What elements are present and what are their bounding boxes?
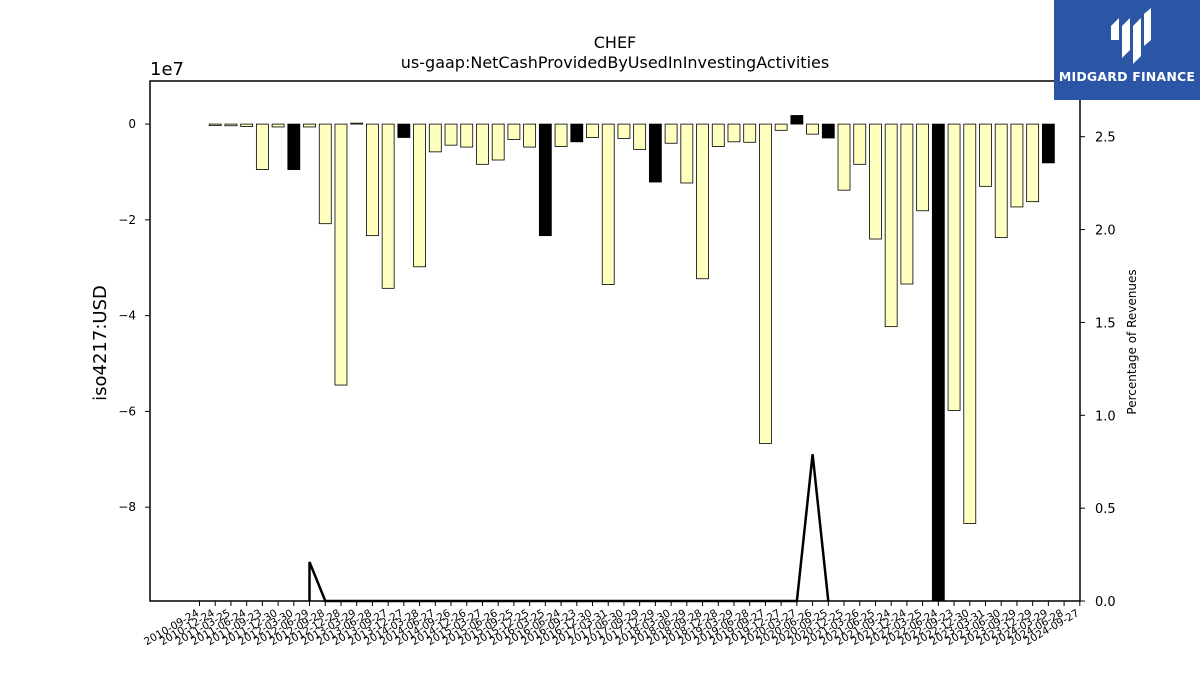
y-tick-label: −4	[118, 309, 136, 323]
bar	[617, 123, 631, 139]
bar	[303, 123, 316, 128]
chart-subtitle: us-gaap:NetCashProvidedByUsedInInvesting…	[401, 53, 829, 72]
bar	[664, 123, 678, 144]
bar	[1026, 123, 1040, 203]
bar	[413, 123, 426, 268]
bar	[208, 123, 222, 126]
bar	[727, 123, 741, 143]
bar	[711, 123, 725, 147]
bar	[633, 123, 647, 150]
bar	[460, 123, 474, 148]
bar	[1010, 123, 1024, 208]
y-axis-label: iso4217:USD	[90, 285, 111, 401]
y2-tick-label: 0.0	[1095, 595, 1116, 610]
bar	[648, 123, 662, 183]
bar	[884, 123, 898, 328]
bar	[507, 123, 521, 140]
bar	[428, 123, 442, 153]
bar	[240, 123, 254, 127]
bar	[271, 123, 285, 128]
bar	[821, 123, 835, 139]
bar	[837, 123, 851, 191]
y2-tick-label: 2.0	[1095, 224, 1116, 239]
bar	[743, 123, 757, 143]
y-tick-label: −2	[118, 213, 136, 227]
bar	[806, 123, 819, 135]
bar	[350, 122, 364, 125]
bar	[696, 123, 709, 280]
bar	[1041, 123, 1055, 164]
bar	[554, 123, 568, 147]
bar	[224, 123, 238, 127]
bar	[680, 123, 694, 184]
bar	[916, 123, 930, 212]
bar	[523, 123, 537, 148]
bar	[979, 123, 992, 187]
bar	[853, 123, 867, 165]
bar	[476, 123, 489, 165]
bar	[334, 123, 348, 386]
y2-tick-label: 1.5	[1095, 316, 1116, 331]
percentage-line	[308, 454, 830, 603]
bar	[287, 123, 301, 170]
bar	[366, 123, 379, 237]
y2-tick-label: 1.0	[1095, 409, 1116, 424]
bar	[538, 123, 552, 237]
bar	[869, 123, 882, 240]
y-scale-label: 1e7	[150, 59, 184, 80]
bar	[947, 123, 961, 411]
bar	[586, 123, 599, 138]
bar	[255, 123, 269, 170]
y2-tick-label: 2.5	[1095, 131, 1116, 146]
bar	[397, 123, 411, 138]
bar	[931, 123, 945, 602]
y2-tick-label: 0.5	[1095, 502, 1116, 517]
brand-name: MIDGARD FINANCE	[1058, 69, 1196, 84]
bar	[994, 123, 1008, 238]
midgard-logo-icon	[1111, 8, 1151, 64]
chart-title: CHEF	[594, 33, 637, 52]
brand-logo: MIDGARD FINANCE	[1054, 0, 1200, 100]
y-tick-label: −6	[118, 404, 136, 418]
bar	[381, 123, 395, 289]
bar	[444, 123, 458, 146]
bar	[963, 123, 977, 524]
bar	[491, 123, 505, 161]
bar	[900, 123, 914, 285]
bar	[759, 123, 772, 444]
plot-frame	[149, 80, 1081, 602]
y-tick-label: 0	[128, 117, 136, 131]
bar	[790, 115, 804, 125]
y2-axis-label: Percentage of Revenues	[1125, 269, 1139, 414]
bar	[318, 123, 332, 225]
bar	[570, 123, 584, 143]
bar	[774, 123, 788, 131]
y-tick-label: −8	[118, 500, 136, 514]
bar	[601, 123, 615, 285]
